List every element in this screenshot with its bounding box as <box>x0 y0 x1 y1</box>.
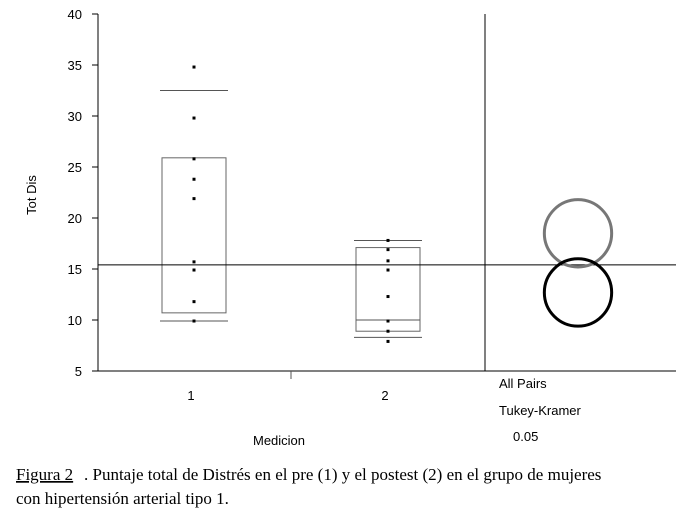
point <box>192 157 196 161</box>
y-tick-label: 5 <box>75 364 82 379</box>
point <box>386 268 390 272</box>
comparison-circle <box>542 198 614 269</box>
comparison-label: 0.05 <box>513 429 538 444</box>
y-tick-label: 35 <box>68 58 82 73</box>
point <box>192 260 196 264</box>
y-tick-label: 20 <box>68 211 82 226</box>
x-tick-label: 1 <box>187 388 194 403</box>
comparison-label: Tukey-Kramer <box>499 403 582 418</box>
x-axis-title: Medicion <box>253 433 305 448</box>
comparison-label: All Pairs <box>499 376 547 391</box>
point <box>386 319 390 323</box>
caption-text: . Puntaje total de Distrés en el pre (1)… <box>84 465 601 484</box>
x-tick-label: 2 <box>381 388 388 403</box>
point <box>386 238 390 242</box>
comparison-circle <box>542 257 614 328</box>
point <box>192 300 196 304</box>
y-tick-label: 25 <box>68 160 82 175</box>
y-tick-label: 10 <box>68 313 82 328</box>
y-tick-label: 15 <box>68 262 82 277</box>
point <box>192 177 196 181</box>
caption-text: con hipertensión arterial tipo 1. <box>16 489 229 508</box>
point <box>386 248 390 252</box>
point <box>192 268 196 272</box>
caption-figure: Figura 2 <box>16 465 73 484</box>
point <box>192 197 196 201</box>
point <box>192 116 196 120</box>
point <box>192 65 196 69</box>
point <box>192 319 196 323</box>
y-axis-title: Tot Dis <box>24 175 39 215</box>
box <box>161 157 227 314</box>
point <box>386 295 390 299</box>
y-tick-label: 40 <box>68 7 82 22</box>
point <box>386 339 390 343</box>
y-tick-label: 30 <box>68 109 82 124</box>
point <box>386 259 390 263</box>
point <box>386 329 390 333</box>
